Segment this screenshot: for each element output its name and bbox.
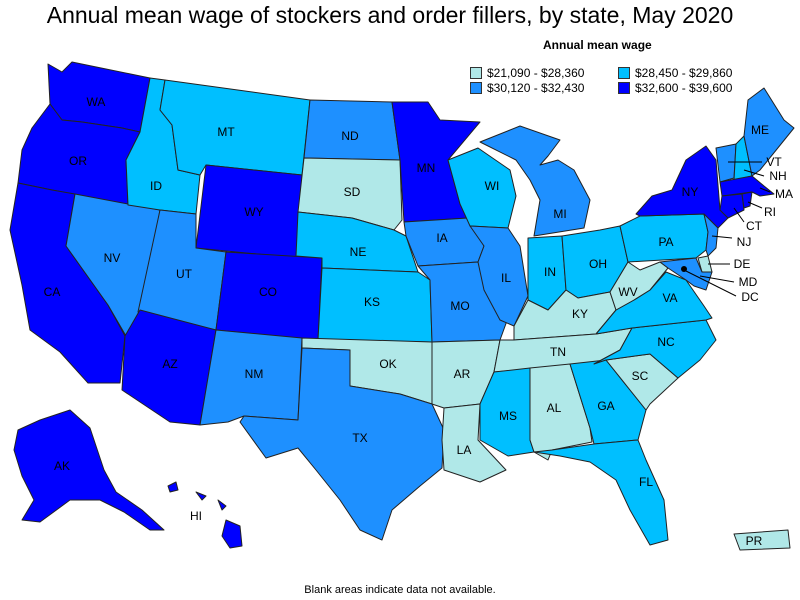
label-tx: TX — [352, 431, 367, 445]
legend-swatch-4 — [618, 82, 630, 94]
label-nm: NM — [245, 367, 264, 381]
label-ok: OK — [379, 357, 396, 371]
legend-swatch-2 — [618, 67, 630, 79]
state-ct[interactable] — [719, 193, 745, 219]
label-hi: HI — [190, 509, 202, 523]
label-or: OR — [69, 154, 87, 168]
legend-label-2: $28,450 - $29,860 — [635, 66, 733, 80]
label-sc: SC — [632, 369, 649, 383]
label-mn: MN — [417, 161, 436, 175]
legend-swatch-1 — [470, 67, 482, 79]
label-ky: KY — [572, 307, 588, 321]
state-mi[interactable] — [479, 125, 591, 237]
label-vt: VT — [766, 155, 782, 169]
label-al: AL — [547, 401, 562, 415]
leader-nh — [743, 169, 765, 177]
legend-item-3: $30,120 - $32,430 — [470, 81, 584, 95]
label-tn: TN — [550, 345, 566, 359]
label-ct: CT — [746, 219, 763, 233]
legend-label-3: $30,120 - $32,430 — [487, 81, 585, 95]
leader-dc — [683, 269, 737, 297]
label-wv: WV — [618, 285, 637, 299]
label-mt: MT — [217, 125, 235, 139]
state-md[interactable] — [659, 257, 713, 291]
label-az: AZ — [162, 357, 177, 371]
label-nh: NH — [769, 169, 786, 183]
label-nc: NC — [657, 335, 675, 349]
label-wy: WY — [244, 205, 263, 219]
legend-item-1: $21,090 - $28,360 — [470, 66, 584, 80]
label-ar: AR — [454, 367, 471, 381]
leader-ct — [733, 207, 745, 223]
label-co: CO — [259, 285, 277, 299]
footnote: Blank areas indicate data not available. — [304, 584, 496, 596]
state-il[interactable] — [469, 225, 529, 327]
label-sd: SD — [344, 185, 361, 199]
label-me: ME — [751, 123, 769, 137]
label-id: ID — [150, 179, 162, 193]
label-ri: RI — [764, 205, 776, 219]
leader-ri — [747, 201, 763, 209]
state-ny[interactable] — [635, 145, 729, 229]
state-fl[interactable] — [533, 439, 669, 546]
state-hi[interactable] — [167, 481, 243, 549]
legend-label-4: $32,600 - $39,600 — [635, 81, 733, 95]
state-ri[interactable] — [741, 191, 753, 209]
label-ks: KS — [364, 295, 380, 309]
label-ga: GA — [597, 399, 614, 413]
state-ak[interactable] — [13, 409, 165, 531]
legend-item-4: $32,600 - $39,600 — [618, 81, 732, 95]
legend-item-2: $28,450 - $29,860 — [618, 66, 732, 80]
label-de: DE — [734, 257, 751, 271]
state-pr[interactable] — [733, 529, 791, 551]
label-ut: UT — [176, 267, 193, 281]
label-dc: DC — [741, 290, 759, 304]
dc-marker[interactable] — [681, 266, 687, 272]
leader-md — [699, 275, 735, 283]
label-ak: AK — [54, 459, 70, 473]
label-fl: FL — [639, 475, 653, 489]
label-ms: MS — [499, 409, 517, 423]
label-ny: NY — [682, 185, 699, 199]
label-in: IN — [544, 265, 556, 279]
label-la: LA — [457, 443, 472, 457]
label-il: IL — [501, 271, 511, 285]
state-vt[interactable] — [715, 143, 737, 183]
label-wa: WA — [87, 95, 106, 109]
label-va: VA — [662, 291, 677, 305]
label-mi: MI — [553, 207, 566, 221]
label-ia: IA — [436, 231, 447, 245]
legend-title: Annual mean wage — [543, 38, 652, 52]
state-wi[interactable] — [447, 147, 517, 229]
label-oh: OH — [589, 257, 607, 271]
label-nv: NV — [104, 251, 121, 265]
map-title: Annual mean wage of stockers and order f… — [46, 2, 734, 28]
state-me[interactable] — [743, 87, 795, 177]
label-ca: CA — [44, 285, 61, 299]
label-nd: ND — [341, 129, 359, 143]
label-nj: NJ — [737, 235, 752, 249]
leader-nj — [711, 235, 733, 239]
legend-label-1: $21,090 - $28,360 — [487, 66, 585, 80]
label-pa: PA — [658, 235, 673, 249]
state-tx[interactable] — [239, 347, 445, 541]
label-ma: MA — [775, 187, 793, 201]
label-wi: WI — [485, 179, 500, 193]
state-mt[interactable] — [159, 79, 311, 176]
state-nc[interactable] — [593, 319, 717, 379]
label-mo: MO — [450, 299, 469, 313]
label-md: MD — [739, 275, 758, 289]
label-pr: PR — [746, 534, 763, 548]
label-ne: NE — [350, 245, 367, 259]
legend-swatch-3 — [470, 82, 482, 94]
leader-ma — [759, 187, 771, 193]
